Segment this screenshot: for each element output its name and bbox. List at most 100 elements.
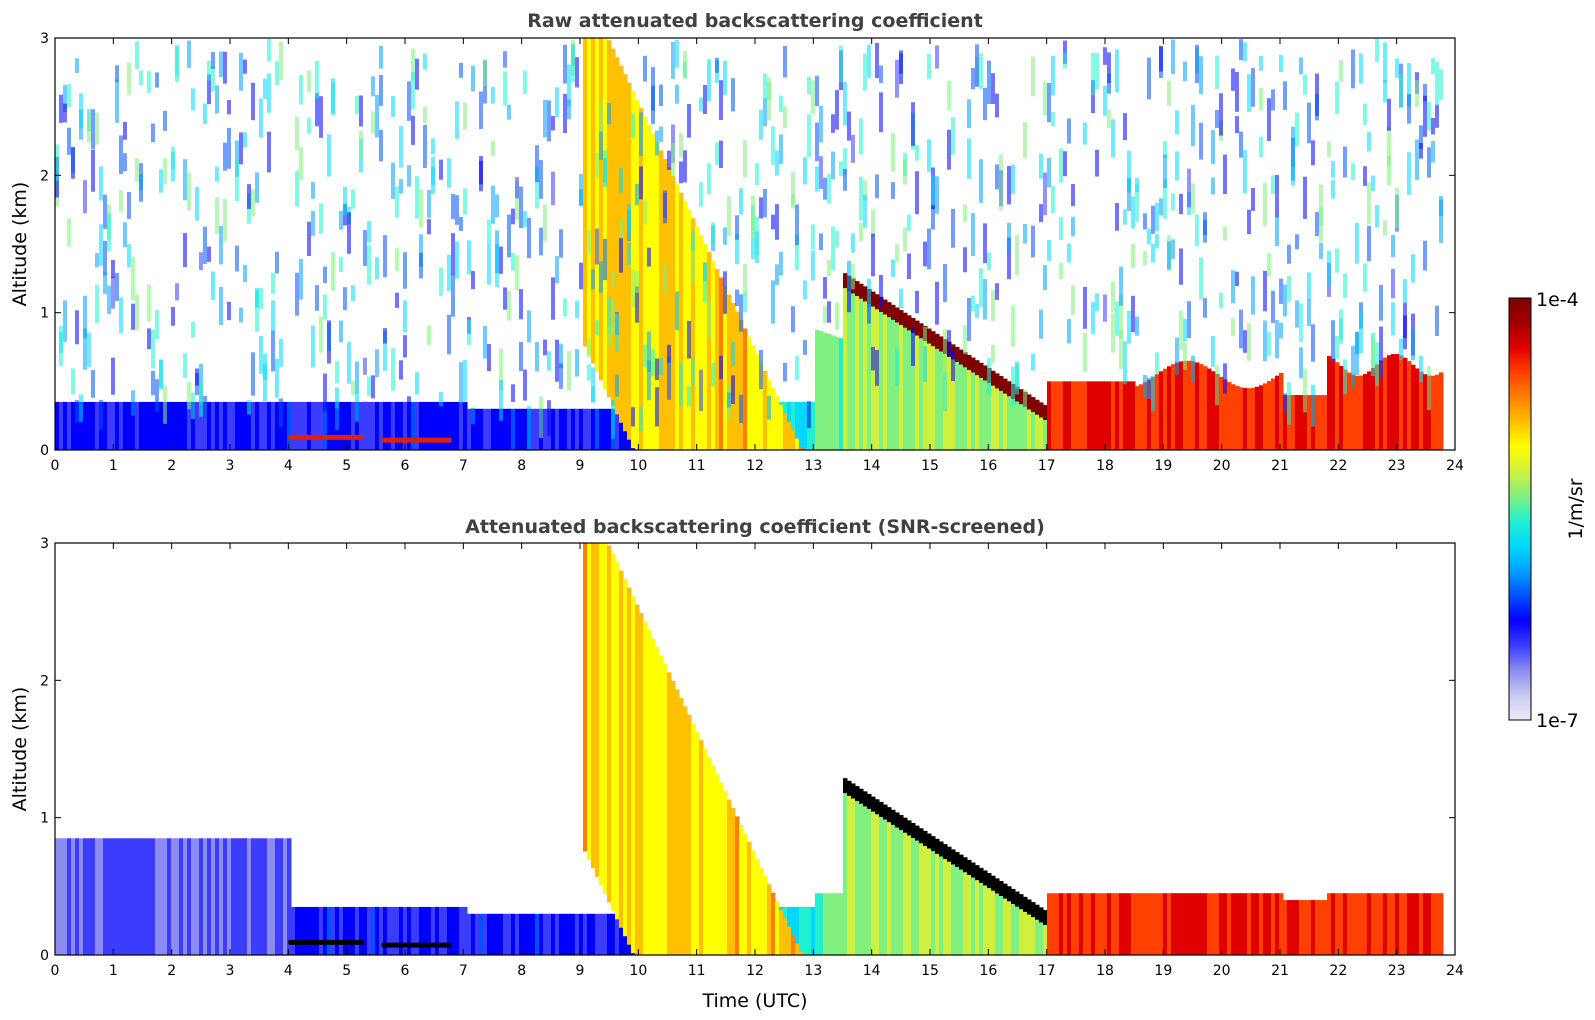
noise-speckle [1371,175,1375,192]
heatmap-cell [183,401,188,450]
heatmap-cell [95,401,100,450]
heatmap-cell [199,838,204,955]
noise-speckle [363,229,367,266]
noise-speckle [395,186,399,218]
noise-speckle [1023,389,1027,429]
noise-speckle [555,339,559,382]
heatmap-cell [547,913,552,955]
noise-speckle [811,250,815,281]
heatmap-cell [1139,384,1144,450]
noise-speckle [1011,164,1015,194]
heatmap-cell [1119,381,1124,450]
noise-speckle [483,325,487,359]
heatmap-cell [991,875,996,891]
heatmap-cell [591,913,596,955]
noise-speckle [147,328,151,350]
noise-speckle [1427,366,1431,411]
heatmap-cell [775,901,780,955]
noise-speckle [1183,318,1187,342]
heatmap-cell [795,943,800,955]
heatmap-cell [1135,386,1140,450]
heatmap-cell [879,312,884,450]
heatmap-cell [379,906,384,955]
heatmap-cell [423,906,428,955]
heatmap-cell [111,401,116,450]
noise-speckle [591,367,595,403]
noise-speckle [731,341,735,367]
noise-speckle [891,133,895,172]
heatmap-cell [1079,893,1084,955]
bottom-x-tick-label: 15 [921,963,939,979]
noise-speckle [739,294,743,332]
noise-speckle [567,351,571,391]
noise-speckle [1259,136,1263,158]
heatmap-cell [795,906,800,955]
noise-speckle [563,298,567,317]
heatmap-cell [1011,888,1016,905]
noise-speckle [1219,292,1223,308]
heatmap-cell [1331,358,1336,450]
noise-speckle [779,134,783,164]
noise-speckle [1431,117,1435,135]
heatmap-cell [159,838,164,955]
noise-speckle [403,335,407,358]
heatmap-cell [903,327,908,450]
noise-speckle [411,48,415,81]
noise-speckle [1331,180,1335,199]
heatmap-cell [939,841,944,857]
noise-speckle [1171,39,1175,75]
heatmap-cell [291,401,296,450]
top-x-tick-label: 23 [1388,458,1406,474]
heatmap-cell [1027,394,1032,410]
noise-speckle [879,274,883,307]
noise-speckle [739,188,743,215]
heatmap-cell [383,401,388,450]
heatmap-cell [571,408,576,450]
noise-speckle [1175,110,1179,135]
noise-speckle [499,379,503,421]
noise-speckle [295,272,299,316]
heatmap-cell [1347,893,1352,955]
heatmap-cell [991,385,996,450]
heatmap-cell [1167,366,1172,450]
noise-speckle [923,326,927,344]
noise-speckle [975,303,979,318]
heatmap-cell [483,408,488,450]
heatmap-cell [131,401,136,450]
noise-speckle [1007,166,1011,205]
top-x-tick-label: 7 [459,458,468,474]
heatmap-cell [999,881,1004,897]
heatmap-cell [151,838,156,955]
noise-speckle [263,363,267,402]
heatmap-cell [1435,893,1440,955]
noise-speckle [339,210,343,230]
heatmap-cell [171,401,176,450]
noise-speckle [1095,293,1099,312]
noise-speckle [1343,359,1347,395]
heatmap-cell [575,408,580,450]
heatmap-cell [755,353,760,450]
noise-speckle [399,179,403,194]
noise-speckle [379,45,383,69]
heatmap-cell [1339,893,1344,955]
heatmap-cell [491,913,496,955]
heatmap-cell [587,913,592,955]
noise-speckle [635,270,639,293]
noise-speckle [1223,154,1227,195]
noise-speckle [619,220,623,244]
noise-speckle [1039,309,1043,339]
heatmap-cell [683,201,688,450]
heatmap-cell [459,906,464,955]
noise-speckle [1131,196,1135,229]
heatmap-cell [1087,893,1092,955]
heatmap-cell [859,788,864,804]
heatmap-cell [1015,906,1020,955]
heatmap-cell [631,596,636,954]
heatmap-cell [971,372,976,450]
heatmap-cell [287,838,292,955]
heatmap-cell [867,793,872,810]
noise-speckle [1339,59,1343,82]
heatmap-cell [1003,393,1008,450]
heatmap-cell [1003,378,1008,394]
heatmap-cell [343,906,348,955]
